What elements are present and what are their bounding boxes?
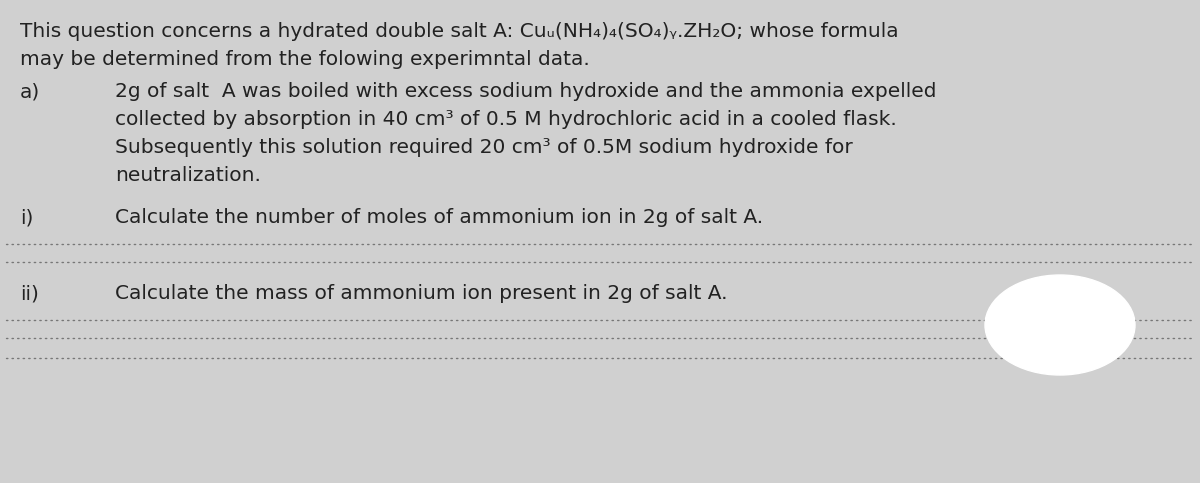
Text: ii): ii) — [20, 284, 38, 303]
Text: i): i) — [20, 208, 34, 227]
Text: Subsequently this solution required 20 cm³ of 0.5M sodium hydroxide for: Subsequently this solution required 20 c… — [115, 138, 853, 157]
Text: collected by absorption in 40 cm³ of 0.5 M hydrochloric acid in a cooled flask.: collected by absorption in 40 cm³ of 0.5… — [115, 110, 896, 129]
Text: may be determined from the folowing experimntal data.: may be determined from the folowing expe… — [20, 50, 589, 69]
Text: neutralization.: neutralization. — [115, 166, 260, 185]
Text: This question concerns a hydrated double salt A: Cuᵤ(NH₄)₄(SO₄)ᵧ.ZH₂O; whose for: This question concerns a hydrated double… — [20, 22, 899, 41]
Text: Calculate the number of moles of ammonium ion in 2g of salt A.: Calculate the number of moles of ammoniu… — [115, 208, 763, 227]
Text: a): a) — [20, 82, 41, 101]
Text: Calculate the mass of ammonium ion present in 2g of salt A.: Calculate the mass of ammonium ion prese… — [115, 284, 727, 303]
Text: 2g of salt  A was boiled with excess sodium hydroxide and the ammonia expelled: 2g of salt A was boiled with excess sodi… — [115, 82, 936, 101]
Ellipse shape — [985, 275, 1135, 375]
